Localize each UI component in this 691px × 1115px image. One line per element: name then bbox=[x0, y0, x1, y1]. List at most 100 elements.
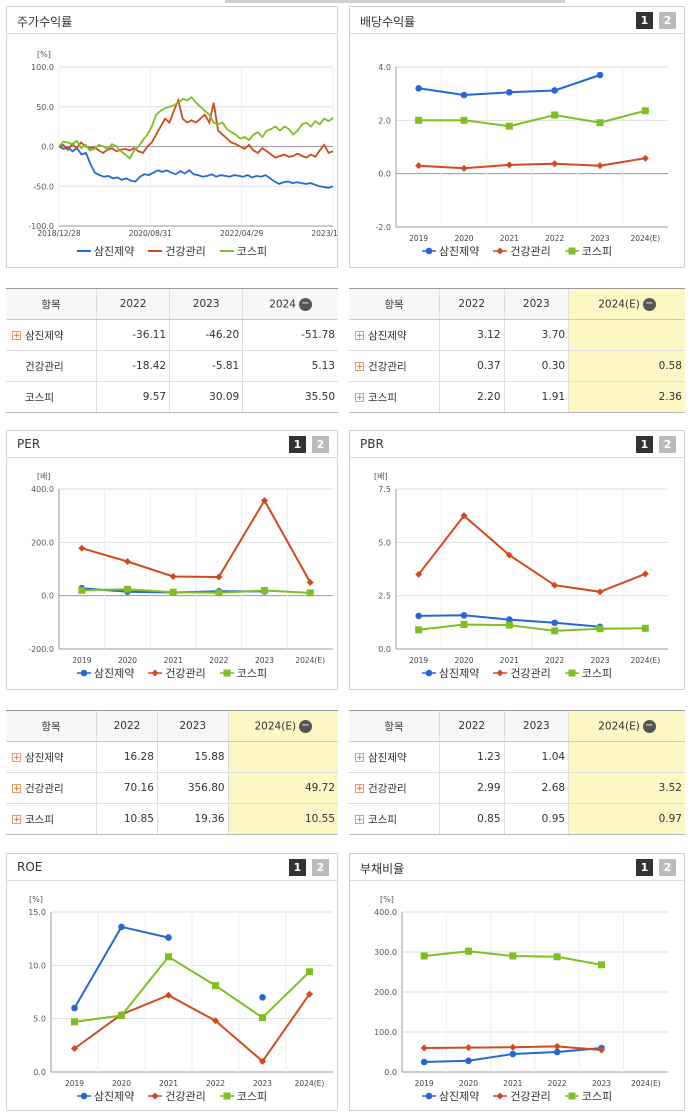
collapse-icon[interactable]: − bbox=[642, 719, 656, 733]
data-point bbox=[306, 578, 314, 586]
data-point bbox=[506, 616, 513, 623]
chart-legend: 삼진제약 건강관리 코스피 bbox=[350, 1088, 684, 1104]
y-tick-label: 100.0 bbox=[374, 1028, 397, 1037]
collapse-icon[interactable]: − bbox=[298, 297, 312, 311]
legend-marker bbox=[76, 250, 91, 252]
expand-icon[interactable]: + bbox=[12, 815, 21, 825]
column-header-label: 2022 bbox=[119, 298, 147, 310]
data-point bbox=[553, 1048, 561, 1056]
x-tick-label: 2020 bbox=[118, 656, 137, 665]
expand-icon[interactable]: + bbox=[355, 331, 364, 341]
data-point bbox=[505, 161, 513, 169]
pbr-chart: [배] 7.5 5.0 2.5 0.0 2019 2020 2021 2022 2023 2024(… bbox=[374, 472, 668, 665]
x-tick-label: 2024(E) bbox=[630, 656, 660, 665]
data-point bbox=[509, 1050, 517, 1058]
x-tick-label: 2020 bbox=[454, 656, 473, 665]
table-header-row: 항목 2022 2023 2024(E) − bbox=[349, 710, 685, 742]
data-point bbox=[80, 669, 88, 677]
value-cell: -46.20 bbox=[169, 319, 243, 351]
column-header: 항목 bbox=[6, 710, 97, 742]
y-tick-label: 5.0 bbox=[33, 1015, 46, 1024]
expand-icon[interactable]: + bbox=[355, 362, 364, 372]
data-point bbox=[506, 89, 513, 96]
series-line-2 bbox=[58, 97, 334, 159]
chart-legend: 삼진제약 건강관리 코스피 bbox=[350, 665, 684, 681]
value-cell: 0.95 bbox=[503, 803, 569, 835]
row-label-cell: + 건강관리 bbox=[349, 350, 440, 382]
view-2-button[interactable]: 2 bbox=[312, 859, 329, 876]
column-header-label: 항목 bbox=[384, 298, 404, 311]
legend-marker bbox=[421, 669, 436, 677]
column-header: 2023 bbox=[169, 288, 243, 320]
view-2-button[interactable]: 2 bbox=[312, 436, 329, 453]
data-point bbox=[553, 953, 561, 961]
series-line-3 bbox=[74, 955, 311, 1023]
data-point bbox=[124, 585, 131, 593]
row-label-cell: + 삼진제약 bbox=[6, 741, 97, 773]
panel-header: 주가수익률 bbox=[7, 7, 337, 34]
view-2-button[interactable]: 2 bbox=[659, 859, 676, 876]
row-label: 삼진제약 bbox=[368, 329, 407, 342]
value-cell: 1.23 bbox=[439, 741, 505, 773]
expand-icon[interactable]: + bbox=[355, 784, 364, 794]
unit-label: [배] bbox=[374, 472, 388, 481]
unit-label: [%] bbox=[37, 50, 51, 59]
legend-label: 삼진제약 bbox=[438, 667, 480, 680]
expand-icon[interactable]: + bbox=[355, 393, 364, 403]
expand-icon[interactable]: + bbox=[12, 784, 21, 794]
unit-label: [%] bbox=[29, 895, 43, 904]
legend-marker bbox=[564, 669, 579, 677]
table-row: + 삼진제약 -36.11 -46.20 -51.78 bbox=[6, 319, 338, 351]
x-tick-label: 2020 bbox=[112, 1079, 131, 1088]
y-tick-label: 5.0 bbox=[378, 538, 391, 547]
view-1-button[interactable]: 1 bbox=[289, 859, 306, 876]
x-tick-label: 2023 bbox=[255, 656, 274, 665]
view-2-button[interactable]: 2 bbox=[659, 436, 676, 453]
expand-icon[interactable]: + bbox=[12, 331, 21, 341]
x-tick-label: 2020/08/31 bbox=[129, 229, 172, 238]
value-cell: 1.91 bbox=[503, 381, 569, 413]
expand-icon[interactable]: + bbox=[12, 753, 21, 763]
data-point bbox=[509, 1043, 517, 1051]
view-1-button[interactable]: 1 bbox=[636, 436, 653, 453]
legend-item-s1: 삼진제약 bbox=[421, 1088, 479, 1104]
table-header-row: 항목 2022 2023 2024(E) − bbox=[6, 710, 338, 742]
table-row: 코스피 9.57 30.09 35.50 bbox=[6, 381, 338, 413]
data-point bbox=[496, 669, 504, 677]
data-point bbox=[551, 627, 559, 635]
collapse-icon[interactable]: − bbox=[642, 297, 656, 311]
expand-icon[interactable]: + bbox=[355, 753, 364, 763]
legend-label: 건강관리 bbox=[165, 667, 206, 680]
collapse-icon[interactable]: − bbox=[299, 719, 313, 733]
view-1-button[interactable]: 1 bbox=[636, 12, 653, 29]
x-tick-label: 2024(E) bbox=[295, 656, 325, 665]
data-point bbox=[509, 952, 517, 960]
value-cell: 0.58 bbox=[568, 350, 685, 382]
panel-title: PER bbox=[17, 437, 41, 451]
expand-icon[interactable]: + bbox=[355, 815, 364, 825]
column-header: 2024(E) − bbox=[568, 288, 685, 320]
view-1-button[interactable]: 1 bbox=[636, 859, 653, 876]
data-point bbox=[420, 1044, 428, 1052]
legend-item-s2: 건강관리 bbox=[148, 1088, 206, 1104]
value-cell: 35.50 bbox=[242, 381, 338, 413]
value-cell: -36.11 bbox=[95, 319, 170, 351]
y-tick-label: -2.0 bbox=[375, 223, 391, 232]
column-header: 항목 bbox=[349, 710, 440, 742]
row-label-cell: 건강관리 bbox=[6, 350, 97, 382]
x-tick-label: 2019 bbox=[72, 656, 91, 665]
column-header: 2024− bbox=[242, 288, 338, 320]
row-label: 삼진제약 bbox=[368, 751, 407, 764]
legend-label: 건강관리 bbox=[165, 245, 206, 258]
data-point bbox=[553, 1042, 561, 1050]
view-2-button[interactable]: 2 bbox=[659, 12, 676, 29]
view-1-button[interactable]: 1 bbox=[289, 436, 306, 453]
column-header-label: 2024(E) bbox=[254, 720, 297, 732]
data-point bbox=[78, 544, 86, 552]
data-point bbox=[169, 588, 177, 596]
column-header-label: 2023 bbox=[192, 298, 220, 310]
data-point bbox=[223, 1092, 231, 1100]
y-tick-label: -50.0 bbox=[33, 182, 54, 191]
